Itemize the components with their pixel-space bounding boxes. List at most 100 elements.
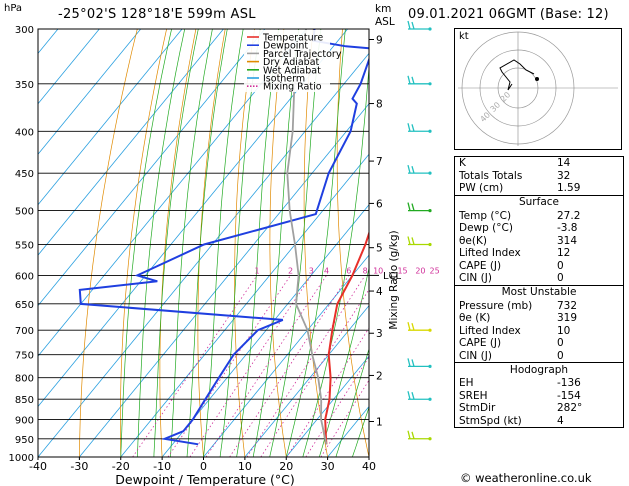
mixing-ratio-label: 3: [309, 266, 314, 275]
surface-label: Lifted Index: [459, 247, 521, 259]
wet-adiabat-line: [136, 29, 186, 457]
isotherm-line: [79, 103, 369, 457]
x-tick-label: 40: [362, 460, 376, 473]
km-tick-label: 5: [376, 243, 383, 255]
isotherm-line: [161, 204, 369, 457]
pressure-tick-label: 900: [15, 416, 34, 427]
dry-adiabat-line: [159, 29, 197, 457]
dry-adiabat-line: [269, 29, 287, 457]
x-tick-label: 0: [200, 460, 207, 473]
index-row: PW (cm) 1.59: [455, 182, 623, 195]
legend-entry: Wet Adiabat: [263, 65, 321, 76]
wet-adiabat-line: [236, 29, 279, 457]
index-value: 32: [557, 169, 571, 182]
isotherm-line: [203, 254, 369, 457]
wind-barb: [407, 75, 432, 86]
mixing-ratio-line: [205, 275, 327, 457]
most-unstable-value: 0: [557, 337, 564, 349]
mixing-ratio-label: 1: [254, 266, 259, 275]
most-unstable-label: Pressure (mb): [459, 299, 533, 312]
hodograph-unit: kt: [459, 31, 469, 42]
isotherm-line: [38, 29, 100, 105]
x-tick-label: 20: [279, 460, 293, 473]
wind-barb: [407, 20, 432, 31]
surface-value: 0: [557, 259, 564, 272]
index-row: K 14: [455, 157, 623, 170]
surface-value: -3.8: [557, 222, 578, 234]
parcel-trajectory-series: [286, 29, 328, 445]
dewpoint-series: [78, 29, 369, 446]
index-label: Totals Totals: [459, 169, 523, 182]
wet-adiabat-line: [120, 29, 172, 457]
pressure-tick-label: 550: [15, 240, 34, 251]
legend-entry: Isotherm: [263, 74, 305, 85]
temperature-series: [324, 230, 369, 445]
surface-row: Dewp (°C) -3.8: [455, 222, 623, 235]
km-tick-label: 6: [376, 198, 383, 210]
x-axis-label: Dewpoint / Temperature (°C): [115, 472, 294, 486]
hodograph-stat-value: -154: [557, 389, 581, 402]
km-tick-label: 9: [376, 35, 383, 47]
hodograph-stat-label: SREH: [459, 389, 488, 402]
surface-label: θe(K): [459, 234, 487, 247]
km-tick-label: 1: [376, 417, 383, 429]
index-value: 1.59: [557, 182, 581, 194]
most-unstable-row: Pressure (mb) 732: [455, 300, 623, 313]
most-unstable-label: CIN (J): [459, 349, 492, 362]
isotherm-line: [244, 304, 369, 457]
index-label: K: [459, 157, 466, 169]
x-tick-label: -40: [29, 460, 47, 473]
pressure-tick-label: 700: [15, 326, 34, 337]
hodograph-stat-row: EH -136: [455, 377, 623, 390]
most-unstable-row: CIN (J) 0: [455, 350, 623, 363]
wind-barb: [407, 164, 432, 175]
pressure-tick-label: 800: [15, 374, 34, 385]
wet-adiabat-line: [335, 347, 369, 457]
wind-barb: [407, 202, 432, 213]
isotherm-line: [38, 29, 142, 155]
footer-credit: © weatheronline.co.uk: [460, 471, 592, 485]
wet-adiabat-line: [352, 406, 369, 457]
legend-entry: Dewpoint: [263, 41, 308, 52]
surface-label: CAPE (J): [459, 259, 502, 272]
mixing-ratio-label: 2: [288, 266, 293, 275]
legend-entry: Dry Adiabat: [263, 57, 320, 68]
surface-label: Temp (°C): [459, 209, 512, 222]
most-unstable-label: CAPE (J): [459, 337, 502, 349]
wind-barb: [407, 236, 432, 247]
mixing-ratio-line: [229, 275, 350, 457]
isotherm-line: [38, 29, 348, 408]
surface-row: CIN (J) 0: [455, 272, 623, 285]
index-label: PW (cm): [459, 182, 504, 194]
hodograph-stat-row: SREH -154: [455, 390, 623, 403]
mixing-ratio-line: [189, 275, 312, 457]
km-label: km: [375, 3, 392, 15]
wind-barb: [407, 430, 432, 441]
mixing-ratio-line: [167, 275, 291, 457]
mixing-ratio-line: [260, 288, 369, 457]
pressure-tick-label: 350: [15, 80, 34, 91]
most-unstable-label: θe (K): [459, 312, 491, 324]
mixing-ratio-line: [132, 275, 258, 457]
pressure-tick-label: 450: [15, 169, 34, 180]
surface-label: Dewp (°C): [459, 222, 513, 234]
pressure-tick-label: 950: [15, 435, 34, 446]
most-unstable-value: 319: [557, 312, 578, 324]
legend-entry: Parcel Trajectory: [263, 49, 342, 60]
x-tick-label: -30: [70, 460, 88, 473]
mixing-ratio-label: 6: [346, 266, 351, 275]
isotherm-line: [38, 29, 266, 307]
dry-adiabat-line: [303, 29, 328, 457]
surface-row: CAPE (J) 0: [455, 260, 623, 273]
surface-label: CIN (J): [459, 272, 492, 284]
mixing-ratio-label: 25: [430, 266, 440, 275]
pressure-tick-label: 400: [15, 127, 34, 138]
surface-header: Surface: [455, 194, 623, 210]
mixing-ratio-label: 20: [415, 266, 425, 275]
lcl-label: LCL: [383, 271, 402, 282]
surface-row: Lifted Index 12: [455, 247, 623, 260]
isotherm-line: [38, 29, 224, 256]
dry-adiabat-line: [234, 29, 255, 457]
most-unstable-row: Lifted Index 10: [455, 325, 623, 338]
